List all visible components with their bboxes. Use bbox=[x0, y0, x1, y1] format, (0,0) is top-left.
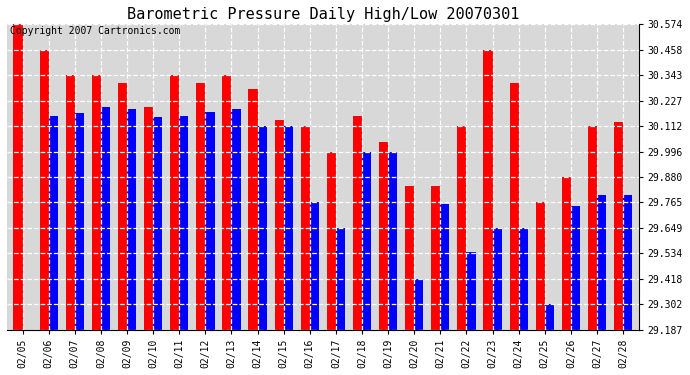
Bar bbox=[206, 112, 215, 375]
Bar bbox=[92, 75, 101, 375]
Bar bbox=[170, 75, 179, 375]
Bar bbox=[493, 228, 502, 375]
Bar bbox=[39, 50, 49, 375]
Bar bbox=[301, 126, 310, 375]
Bar bbox=[310, 202, 319, 375]
Bar bbox=[597, 195, 606, 375]
Bar bbox=[388, 152, 397, 375]
Title: Barometric Pressure Daily High/Low 20070301: Barometric Pressure Daily High/Low 20070… bbox=[127, 7, 519, 22]
Bar bbox=[405, 186, 414, 375]
Bar bbox=[257, 126, 267, 375]
Bar bbox=[466, 252, 475, 375]
Bar bbox=[519, 228, 528, 375]
Bar bbox=[457, 126, 466, 375]
Bar bbox=[509, 82, 519, 375]
Bar bbox=[588, 126, 597, 375]
Bar bbox=[562, 177, 571, 375]
Bar bbox=[153, 117, 162, 375]
Bar bbox=[66, 75, 75, 375]
Bar bbox=[127, 109, 136, 375]
Bar bbox=[414, 279, 424, 375]
Bar bbox=[118, 82, 127, 375]
Bar bbox=[484, 50, 493, 375]
Bar bbox=[248, 89, 257, 375]
Bar bbox=[327, 152, 336, 375]
Bar bbox=[231, 109, 241, 375]
Bar bbox=[75, 113, 84, 375]
Bar bbox=[14, 24, 23, 375]
Bar bbox=[440, 204, 449, 375]
Bar bbox=[431, 186, 440, 375]
Bar bbox=[614, 122, 623, 375]
Bar bbox=[23, 330, 32, 375]
Bar bbox=[222, 75, 231, 375]
Bar bbox=[535, 202, 545, 375]
Bar bbox=[275, 120, 284, 375]
Bar bbox=[362, 152, 371, 375]
Bar bbox=[144, 107, 153, 375]
Bar bbox=[353, 116, 362, 375]
Bar bbox=[284, 126, 293, 375]
Bar bbox=[49, 116, 58, 375]
Bar bbox=[336, 228, 345, 375]
Bar bbox=[623, 195, 632, 375]
Bar bbox=[545, 304, 554, 375]
Bar bbox=[101, 107, 110, 375]
Text: Copyright 2007 Cartronics.com: Copyright 2007 Cartronics.com bbox=[10, 26, 181, 36]
Bar bbox=[379, 142, 388, 375]
Bar bbox=[179, 116, 188, 375]
Bar bbox=[196, 82, 206, 375]
Bar bbox=[571, 206, 580, 375]
